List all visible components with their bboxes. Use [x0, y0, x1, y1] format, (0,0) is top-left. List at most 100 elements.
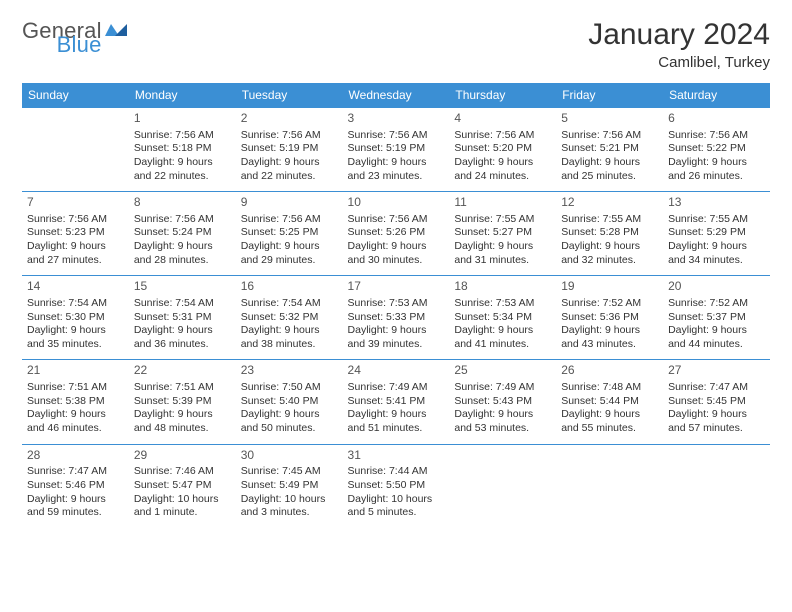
sunset-line: Sunset: 5:21 PM	[561, 142, 658, 156]
day-number: 18	[454, 279, 551, 295]
sunset-line: Sunset: 5:30 PM	[27, 311, 124, 325]
day-cell: 16Sunrise: 7:54 AMSunset: 5:32 PMDayligh…	[236, 276, 343, 360]
daylight-line: Daylight: 9 hours and 24 minutes.	[454, 156, 551, 183]
daylight-line: Daylight: 9 hours and 22 minutes.	[134, 156, 231, 183]
sunset-line: Sunset: 5:46 PM	[27, 479, 124, 493]
sunrise-line: Sunrise: 7:55 AM	[561, 213, 658, 227]
day-number: 19	[561, 279, 658, 295]
sunset-line: Sunset: 5:18 PM	[134, 142, 231, 156]
day-cell: 6Sunrise: 7:56 AMSunset: 5:22 PMDaylight…	[663, 108, 770, 192]
day-number: 16	[241, 279, 338, 295]
sunrise-line: Sunrise: 7:56 AM	[561, 129, 658, 143]
sunrise-line: Sunrise: 7:56 AM	[134, 213, 231, 227]
brand-logo: General Blue	[22, 18, 174, 44]
sunrise-line: Sunrise: 7:49 AM	[454, 381, 551, 395]
sunrise-line: Sunrise: 7:48 AM	[561, 381, 658, 395]
daylight-line: Daylight: 10 hours and 1 minute.	[134, 493, 231, 520]
daylight-line: Daylight: 9 hours and 27 minutes.	[27, 240, 124, 267]
sunrise-line: Sunrise: 7:56 AM	[348, 213, 445, 227]
day-cell: 25 Sunrise: 7:49 AMSunset: 5:43 PMDayligh…	[449, 360, 556, 444]
day-cell: 8Sunrise: 7:56 AMSunset: 5:24 PMDaylight…	[129, 192, 236, 276]
day-cell: 19Sunrise: 7:52 AMSunset: 5:36 PMDayligh…	[556, 276, 663, 360]
day-number: 25	[454, 363, 551, 379]
daylight-line: Daylight: 9 hours and 32 minutes.	[561, 240, 658, 267]
daylight-line: Daylight: 9 hours and 53 minutes.	[454, 408, 551, 435]
daylight-line: Daylight: 9 hours and 35 minutes.	[27, 324, 124, 351]
sunrise-line: Sunrise: 7:56 AM	[454, 129, 551, 143]
title-block: January 2024 Camlibel, Turkey	[588, 18, 770, 71]
daylight-line: Daylight: 9 hours and 46 minutes.	[27, 408, 124, 435]
daylight-line: Daylight: 9 hours and 44 minutes.	[668, 324, 765, 351]
daylight-line: Daylight: 9 hours and 39 minutes.	[348, 324, 445, 351]
sunset-line: Sunset: 5:43 PM	[454, 395, 551, 409]
daylight-line: Daylight: 9 hours and 29 minutes.	[241, 240, 338, 267]
day-number: 26	[561, 363, 658, 379]
sunset-line: Sunset: 5:19 PM	[241, 142, 338, 156]
daylight-line: Daylight: 9 hours and 23 minutes.	[348, 156, 445, 183]
day-cell: 28Sunrise: 7:47 AMSunset: 5:46 PMDayligh…	[22, 444, 129, 528]
daylight-line: Daylight: 9 hours and 36 minutes.	[134, 324, 231, 351]
day-number: 10	[348, 195, 445, 211]
sunrise-line: Sunrise: 7:51 AM	[134, 381, 231, 395]
day-cell: 11Sunrise: 7:55 AMSunset: 5:27 PMDayligh…	[449, 192, 556, 276]
day-cell: 10 Sunrise: 7:56 AMSunset: 5:26 PMDayligh…	[343, 192, 450, 276]
sunrise-line: Sunrise: 7:53 AM	[348, 297, 445, 311]
daylight-line: Daylight: 9 hours and 30 minutes.	[348, 240, 445, 267]
day-cell: 1 Sunrise: 7:56 AMSunset: 5:18 PMDaylight…	[129, 108, 236, 192]
day-cell: 22 Sunrise: 7:51 AMSunset: 5:39 PMDayligh…	[129, 360, 236, 444]
day-number: 17	[348, 279, 445, 295]
sunrise-line: Sunrise: 7:52 AM	[668, 297, 765, 311]
day-cell: 26Sunrise: 7:48 AMSunset: 5:44 PMDayligh…	[556, 360, 663, 444]
daylight-line: Daylight: 9 hours and 48 minutes.	[134, 408, 231, 435]
day-number: 28	[27, 448, 124, 464]
sunset-line: Sunset: 5:45 PM	[668, 395, 765, 409]
sunrise-line: Sunrise: 7:53 AM	[454, 297, 551, 311]
daylight-line: Daylight: 10 hours and 5 minutes.	[348, 493, 445, 520]
day-number: 11	[454, 195, 551, 211]
weekday-header: Thursday	[449, 83, 556, 108]
weekday-header: Monday	[129, 83, 236, 108]
calendar-body: 1Sunrise: 7:56 AMSunset: 5:18 PMDaylight…	[22, 108, 770, 528]
sunrise-line: Sunrise: 7:56 AM	[241, 213, 338, 227]
day-cell: 14Sunrise: 7:54 AMSunset: 5:30 PMDayligh…	[22, 276, 129, 360]
day-cell: 15Sunrise: 7:54 AMSunset: 5:31 PMDayligh…	[129, 276, 236, 360]
sunset-line: Sunset: 5:19 PM	[348, 142, 445, 156]
day-number: 6	[668, 111, 765, 127]
daylight-line: Daylight: 9 hours and 28 minutes.	[134, 240, 231, 267]
day-cell: 4Sunrise: 7:56 AMSunset: 5:20 PMDaylight…	[449, 108, 556, 192]
weekday-header: Wednesday	[343, 83, 450, 108]
day-cell: 23Sunrise: 7:50 AMSunset: 5:40 PMDayligh…	[236, 360, 343, 444]
day-cell: 17Sunrise: 7:53 AMSunset: 5:33 PMDayligh…	[343, 276, 450, 360]
daylight-line: Daylight: 9 hours and 50 minutes.	[241, 408, 338, 435]
day-cell: 12Sunrise: 7:55 AMSunset: 5:28 PMDayligh…	[556, 192, 663, 276]
day-number: 29	[134, 448, 231, 464]
daylight-line: Daylight: 9 hours and 43 minutes.	[561, 324, 658, 351]
sunset-line: Sunset: 5:38 PM	[27, 395, 124, 409]
daylight-line: Daylight: 10 hours and 3 minutes.	[241, 493, 338, 520]
daylight-line: Daylight: 9 hours and 31 minutes.	[454, 240, 551, 267]
sunrise-line: Sunrise: 7:56 AM	[134, 129, 231, 143]
sunrise-line: Sunrise: 7:44 AM	[348, 465, 445, 479]
empty-cell	[663, 444, 770, 528]
daylight-line: Daylight: 9 hours and 22 minutes.	[241, 156, 338, 183]
sunset-line: Sunset: 5:40 PM	[241, 395, 338, 409]
sunrise-line: Sunrise: 7:50 AM	[241, 381, 338, 395]
sunrise-line: Sunrise: 7:49 AM	[348, 381, 445, 395]
sunrise-line: Sunrise: 7:47 AM	[27, 465, 124, 479]
daylight-line: Daylight: 9 hours and 25 minutes.	[561, 156, 658, 183]
sunset-line: Sunset: 5:20 PM	[454, 142, 551, 156]
day-cell: 7Sunrise: 7:56 AMSunset: 5:23 PMDaylight…	[22, 192, 129, 276]
day-number: 14	[27, 279, 124, 295]
sunrise-line: Sunrise: 7:51 AM	[27, 381, 124, 395]
day-number: 1	[134, 111, 231, 127]
sunset-line: Sunset: 5:36 PM	[561, 311, 658, 325]
day-cell: 9Sunrise: 7:56 AMSunset: 5:25 PMDaylight…	[236, 192, 343, 276]
sunset-line: Sunset: 5:26 PM	[348, 226, 445, 240]
daylight-line: Daylight: 9 hours and 57 minutes.	[668, 408, 765, 435]
empty-cell	[449, 444, 556, 528]
weekday-header: Saturday	[663, 83, 770, 108]
day-number: 22	[134, 363, 231, 379]
calendar-row: 21Sunrise: 7:51 AMSunset: 5:38 PMDayligh…	[22, 360, 770, 444]
sunset-line: Sunset: 5:39 PM	[134, 395, 231, 409]
day-number: 13	[668, 195, 765, 211]
